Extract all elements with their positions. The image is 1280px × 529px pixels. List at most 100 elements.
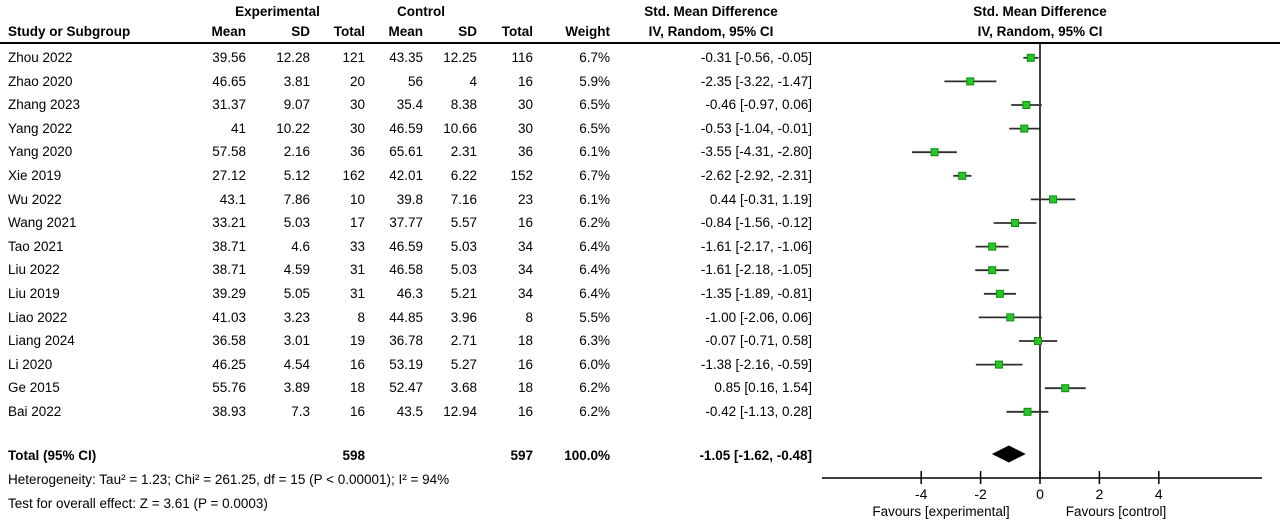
cell-sd_e: 3.23: [283, 309, 310, 325]
total-weight: 100.0%: [564, 448, 610, 463]
cell-ci_text: -0.31 [-0.56, -0.05]: [700, 50, 812, 65]
cell-sd_c: 5.03: [450, 262, 477, 278]
cell-sd_c: 12.25: [443, 50, 477, 65]
cell-total_c: 116: [511, 50, 533, 65]
favours-left-label: Favours [experimental]: [872, 504, 1009, 519]
effect-marker: [1006, 313, 1015, 322]
cell-mean_c: 46.3: [396, 285, 423, 301]
cell-study: Liang 2024: [8, 333, 75, 349]
effect-marker: [966, 77, 975, 86]
cell-total_c: 8: [525, 309, 533, 325]
cell-total_e: 17: [349, 215, 365, 231]
cell-weight: 6.4%: [579, 262, 610, 278]
total-spacer: [423, 444, 477, 468]
plot-header-ci: IV, Random, 95% CI: [977, 24, 1103, 39]
cell-study: Liao 2022: [8, 309, 68, 325]
cell-mean_e: 39.29: [212, 285, 246, 301]
cell-total_e: 31: [349, 285, 365, 301]
axis-tick-label: 0: [1036, 486, 1044, 502]
cell-weight: 6.5%: [579, 97, 610, 113]
cell-sd_c: 12.94: [443, 403, 477, 419]
cell-total_c: 34: [517, 238, 533, 254]
cell-sd_e: 4.54: [283, 356, 310, 372]
cell-sd_c: 5.03: [450, 238, 477, 254]
cell-mean_e: 39.56: [212, 50, 246, 65]
cell-sd_c: 6.22: [450, 167, 477, 183]
cell-ci_text: -1.38 [-2.16, -0.59]: [700, 356, 812, 372]
cell-total_c: 34: [517, 262, 533, 278]
cell-weight: 6.1%: [579, 191, 610, 207]
cell-total_c: 18: [517, 333, 533, 349]
cell-sd_c: 3.68: [450, 380, 477, 396]
cell-mean_c: 35.4: [396, 97, 423, 113]
cell-sd_c: 5.27: [450, 356, 477, 372]
study-row: Zhao 2020 46.65 3.81 20 56 4 16 5.9% -2.35 [-3.2…: [8, 70, 820, 94]
cell-mean_e: 38.71: [212, 238, 246, 254]
total-spacer: [190, 444, 246, 468]
cell-mean_e: 46.65: [212, 73, 246, 89]
cell-total_e: 30: [349, 120, 365, 136]
cell-mean_e: 36.58: [212, 333, 246, 349]
cell-sd_c: 5.57: [450, 215, 477, 231]
cell-total_e: 8: [357, 309, 365, 325]
col-weight: Weight: [565, 24, 610, 39]
cell-sd_c: 5.21: [450, 285, 477, 301]
cell-sd_c: 7.16: [450, 191, 477, 207]
cell-mean_e: 57.58: [212, 144, 246, 160]
cell-sd_e: 5.03: [283, 215, 310, 231]
study-row: Tao 2021 38.71 4.6 33 46.59 5.03 34 6.4% -1.61 […: [8, 235, 820, 259]
study-row: Zhou 2022 39.56 12.28 121 43.35 12.25 116 6.7% -…: [8, 46, 820, 70]
col-study: Study or Subgroup: [8, 24, 131, 39]
group-header-spacer: [533, 1, 610, 22]
cell-mean_c: 39.8: [396, 191, 423, 207]
cell-study: Bai 2022: [8, 403, 62, 419]
cell-study: Zhang 2023: [8, 97, 81, 113]
group-header-spacer: [477, 1, 533, 22]
cell-ci_text: -3.55 [-4.31, -2.80]: [700, 144, 812, 160]
cell-weight: 6.2%: [579, 403, 610, 419]
study-row: Wang 2021 33.21 5.03 17 37.77 5.57 16 6.2% -0.84…: [8, 211, 820, 235]
cell-ci_text: -0.46 [-0.97, 0.06]: [705, 97, 812, 113]
total-row: Total (95% CI) 598 597 100.0% -1.05 [-1.…: [8, 444, 820, 468]
cell-weight: 5.5%: [579, 309, 610, 325]
study-row: Yang 2020 57.58 2.16 36 65.61 2.31 36 6.1% -3.55…: [8, 140, 820, 164]
group-header-spacer: [8, 1, 190, 22]
effect-marker: [988, 242, 997, 251]
study-row: Bai 2022 38.93 7.3 16 43.5 12.94 16 6.2% -0.42 […: [8, 400, 820, 424]
study-rows: Zhou 2022 39.56 12.28 121 43.35 12.25 116 6.7% -…: [8, 46, 820, 424]
cell-ci_text: -1.00 [-2.06, 0.06]: [705, 309, 812, 325]
cell-total_c: 16: [517, 403, 533, 419]
cell-sd_e: 5.12: [283, 167, 310, 183]
cell-total_c: 16: [517, 215, 533, 231]
cell-ci_text: -0.53 [-1.04, -0.01]: [700, 120, 812, 136]
cell-study: Liu 2019: [8, 285, 60, 301]
cell-total_c: 30: [517, 120, 533, 136]
heterogeneity-note: Heterogeneity: Tau² = 1.23; Chi² = 261.2…: [8, 472, 450, 487]
study-row: Yang 2022 41 10.22 30 46.59 10.66 30 6.5% -0.53 …: [8, 117, 820, 141]
effect-marker: [1061, 384, 1070, 393]
cell-weight: 6.4%: [579, 285, 610, 301]
cell-total_e: 36: [349, 144, 365, 160]
cell-mean_c: 36.78: [389, 333, 423, 349]
cell-total_c: 30: [517, 97, 533, 113]
col-total-exp: Total: [333, 24, 365, 39]
total-n-control: 597: [510, 448, 533, 463]
study-row: Li 2020 46.25 4.54 16 53.19 5.27 16 6.0% -1.38 […: [8, 353, 820, 377]
cell-ci_text: -0.07 [-0.71, 0.58]: [705, 333, 812, 349]
table-column-header: Study or Subgroup Mean SD Total Mean SD …: [8, 21, 820, 42]
total-label: Total (95% CI): [8, 448, 97, 463]
cell-total_c: 16: [517, 73, 533, 89]
overall-effect-note: Test for overall effect: Z = 3.61 (P = 0…: [8, 496, 268, 511]
cell-mean_c: 65.61: [389, 144, 423, 160]
effect-marker: [988, 266, 997, 275]
group-header-smd-text: Std. Mean Difference: [644, 4, 778, 19]
study-row: Ge 2015 55.76 3.89 18 52.47 3.68 18 6.2% 0.85 [0…: [8, 376, 820, 400]
cell-mean_c: 43.5: [396, 403, 423, 419]
cell-mean_c: 56: [407, 73, 423, 89]
cell-ci_text: -1.61 [-2.17, -1.06]: [700, 238, 812, 254]
cell-total_e: 31: [349, 262, 365, 278]
cell-mean_e: 33.21: [212, 215, 246, 231]
cell-sd_e: 4.6: [291, 238, 310, 254]
cell-total_e: 16: [349, 356, 365, 372]
col-sd-ctl: SD: [458, 24, 477, 39]
